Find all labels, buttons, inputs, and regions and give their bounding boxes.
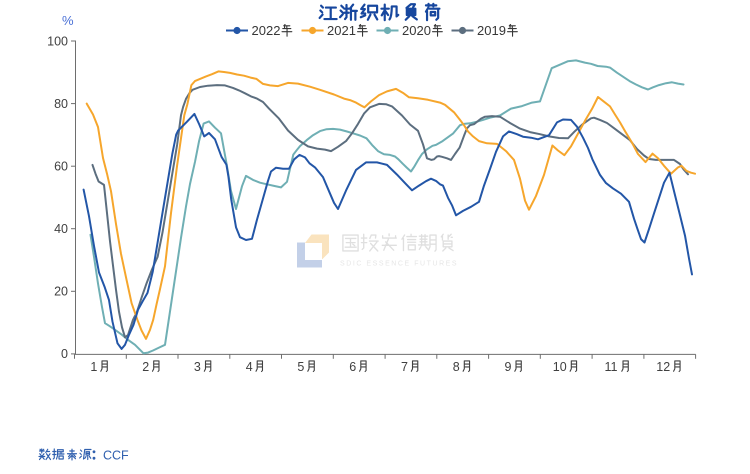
svg-text:7: 7: [401, 360, 408, 374]
svg-text:%: %: [62, 13, 74, 28]
svg-text:60: 60: [54, 160, 68, 174]
svg-text:2022: 2022: [252, 23, 281, 38]
svg-text:2020: 2020: [402, 23, 431, 38]
svg-text:6: 6: [349, 360, 356, 374]
svg-text:2019: 2019: [477, 23, 506, 38]
svg-text:0: 0: [61, 347, 68, 361]
svg-text:80: 80: [54, 97, 68, 111]
svg-text:20: 20: [54, 285, 68, 299]
svg-text:2021: 2021: [327, 23, 356, 38]
svg-text:10: 10: [553, 360, 567, 374]
svg-text:8: 8: [453, 360, 460, 374]
svg-text:12: 12: [656, 360, 670, 374]
svg-text:9: 9: [505, 360, 512, 374]
svg-text:1: 1: [90, 360, 97, 374]
svg-text:4: 4: [246, 360, 253, 374]
svg-text:11: 11: [605, 360, 618, 374]
svg-text:40: 40: [54, 222, 68, 236]
svg-text:100: 100: [47, 34, 68, 48]
svg-text:3: 3: [194, 360, 201, 374]
svg-text:5: 5: [297, 360, 304, 374]
svg-text:CCF: CCF: [103, 449, 129, 463]
svg-text:2: 2: [142, 360, 149, 374]
svg-text:SDIC ESSENCE FUTURES: SDIC ESSENCE FUTURES: [340, 261, 458, 268]
